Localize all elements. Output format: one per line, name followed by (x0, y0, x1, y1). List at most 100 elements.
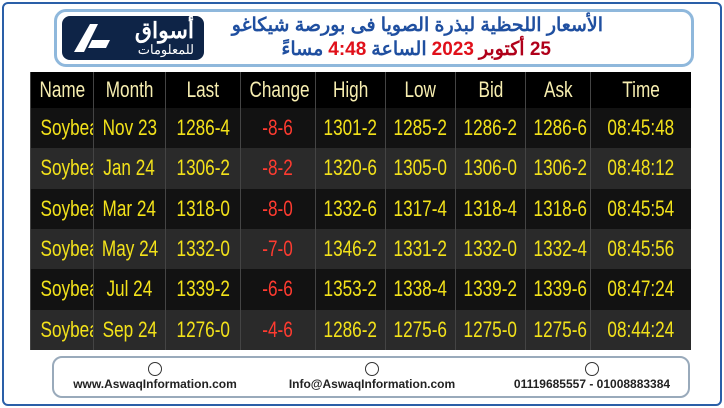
cell: Soybean (30, 148, 94, 189)
column-header: High (315, 72, 386, 108)
cell-text: 1317-4 (393, 195, 448, 221)
time-word: الساعة (371, 39, 427, 60)
cell: 1346-2 (315, 228, 386, 270)
cell: 1306-2 (165, 148, 241, 189)
cell-text: 1318-6 (533, 195, 587, 221)
column-header-text: Time (621, 77, 660, 102)
cell-text: 1275-6 (393, 316, 448, 342)
cell: 1332-0 (165, 228, 241, 270)
column-header-text: Change (249, 77, 310, 102)
cell-text: -8-2 (262, 155, 294, 181)
cell-text: 08:48:12 (607, 155, 675, 181)
table-body: Soybean Nov 23 1286-4 -8-6 1301-2 1285-2 1286-… (30, 108, 691, 350)
cell-text: 1286-4 (176, 115, 230, 141)
column-header-text: Bid (478, 77, 503, 102)
logo-tagline: للمعلومات (137, 42, 194, 57)
cell-text: 1275-6 (533, 316, 587, 342)
logo-icon (74, 24, 110, 52)
cell: 1275-6 (385, 309, 456, 350)
phone: 01119685557 - 01008883384 (513, 377, 671, 391)
column-header: Change (240, 72, 316, 108)
year: 2023 (431, 39, 474, 60)
cell-text: 1339-2 (176, 276, 230, 302)
subtitle: 25 أكتوبر2023الساعة4:48مساءً (276, 38, 551, 61)
cell: 08:45:54 (590, 188, 691, 229)
column-header: Name (30, 72, 94, 108)
cell: Soybean (30, 108, 94, 149)
cell-text: 08:47:24 (607, 276, 675, 302)
email: Info@AswaqInformation.com (288, 377, 456, 391)
column-header-text: Last (186, 77, 220, 102)
header: أسواق للمعلومات الأسعار اللحظية لبذرة ال… (54, 9, 694, 67)
row: Soybean May 24 1332-0 -7-0 1346-2 1331-2 1332-… (30, 228, 691, 270)
footer: www.AswaqInformation.com Info@AswaqInfor… (52, 356, 690, 398)
column-header: Low (385, 72, 456, 108)
cell: Sep 24 (93, 309, 166, 350)
title: الأسعار اللحظية لبذرة الصويا فى بورصة شي… (231, 15, 603, 36)
cell-text: -7-0 (262, 236, 294, 262)
cell: 08:48:12 (590, 148, 691, 189)
cell-text: 1306-2 (533, 155, 587, 181)
cell: 08:45:56 (590, 228, 691, 270)
cell: 08:44:24 (590, 309, 691, 350)
cell: 1318-0 (165, 188, 241, 229)
cell-text: 1320-6 (323, 155, 378, 181)
cell-text: May 24 (101, 236, 159, 262)
cell: 1286-2 (315, 309, 386, 350)
cell: 1286-6 (525, 108, 591, 149)
cell: 1320-6 (315, 148, 386, 189)
row: Soybean Jan 24 1306-2 -8-2 1320-6 1305-0 1306-… (30, 148, 691, 189)
cell: -8-0 (240, 188, 316, 229)
cell-text: 1346-2 (323, 236, 378, 262)
row: Soybean Mar 24 1318-0 -8-0 1332-6 1317-4 1318-… (30, 188, 691, 229)
column-header-text: Low (404, 77, 437, 102)
cell: 1301-2 (315, 108, 386, 149)
column-header-text: Ask (543, 77, 573, 102)
cell-text: 1331-2 (393, 236, 448, 262)
cell-text: 1332-6 (323, 195, 378, 221)
cell: Soybean (30, 269, 94, 310)
cell-text: -6-6 (262, 276, 294, 302)
cell-text: 1338-4 (393, 276, 448, 302)
cell-text: 1332-4 (533, 236, 587, 262)
cell-text: Mar 24 (102, 195, 157, 221)
cell-text: 1318-0 (176, 195, 230, 221)
cell: -8-6 (240, 108, 316, 149)
website: www.AswaqInformation.com (73, 377, 237, 391)
cell-text: 1276-0 (176, 316, 230, 342)
cell-text: Nov 23 (102, 115, 157, 141)
cell: Jul 24 (93, 269, 166, 310)
column-header: Last (165, 72, 241, 108)
cell: 1306-0 (455, 148, 526, 189)
cell-text: Soybean (40, 236, 94, 262)
column-header: Ask (525, 72, 591, 108)
cell: 1338-4 (385, 269, 456, 310)
cell-text: Soybean (40, 195, 94, 221)
cell-text: 08:45:56 (607, 236, 675, 262)
cell-text: 1306-2 (176, 155, 230, 181)
cell: 1318-6 (525, 188, 591, 229)
cell-text: -4-6 (262, 316, 294, 342)
cell-text: 1353-2 (323, 276, 378, 302)
cell-text: 1286-2 (463, 115, 518, 141)
cell-text: -8-6 (262, 115, 294, 141)
cell-text: 1339-2 (463, 276, 518, 302)
cell-text: -8-0 (262, 195, 294, 221)
logo-name: أسواق (134, 18, 194, 43)
cell: Soybean (30, 188, 94, 229)
cell-text: Soybean (40, 155, 94, 181)
cell-text: 1339-6 (533, 276, 587, 302)
cell: Jan 24 (93, 148, 166, 189)
cell: -4-6 (240, 309, 316, 350)
cell: 1339-2 (165, 269, 241, 310)
web-icon (148, 362, 162, 376)
cell-text: Soybean (40, 316, 94, 342)
cell: 1317-4 (385, 188, 456, 229)
cell: 1286-2 (455, 108, 526, 149)
cell-text: Jul 24 (106, 276, 153, 302)
cell: 1276-0 (165, 309, 241, 350)
cell-text: 08:45:48 (607, 115, 675, 141)
email-icon (365, 362, 379, 376)
cell-text: Jan 24 (103, 155, 156, 181)
cell: -7-0 (240, 228, 316, 270)
